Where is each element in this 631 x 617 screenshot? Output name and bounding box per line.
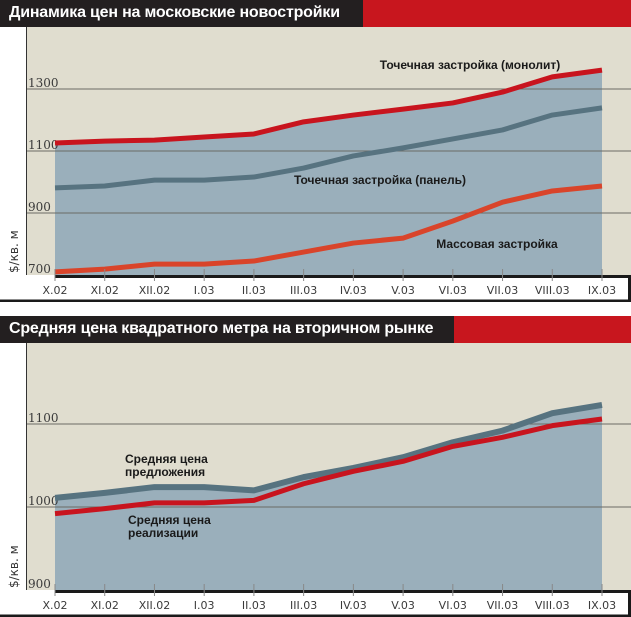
chart-1-y-axis-label: $/кв. м	[7, 230, 21, 273]
chart-2-x-axis-band	[26, 590, 631, 615]
chart-1-ytick-label: 1300	[28, 76, 59, 90]
chart-2-x-tick-label: V.03	[391, 599, 415, 612]
chart-1-x-tick-label: XII.02	[139, 284, 171, 297]
chart-2-x-tick-label: VII.03	[487, 599, 519, 612]
chart-2-x-tick-label: XII.02	[139, 599, 171, 612]
chart-2-title-box: Средняя цена квадратного метра на вторич…	[0, 316, 454, 343]
chart-1-ytick-label: 1100	[28, 138, 59, 152]
chart-1-x-tick-label: X.02	[42, 284, 67, 297]
chart-1-x-tick-label: VIII.03	[535, 284, 570, 297]
chart-2-series-annotation: предложения	[125, 465, 205, 479]
chart-1-ytick-label: 700	[28, 262, 51, 276]
chart-2-ytick-label: 900	[28, 577, 51, 591]
chart-2-series-annotation: реализации	[128, 526, 198, 540]
chart-1-x-tick-label: VII.03	[487, 284, 519, 297]
chart-2-series-line-1	[54, 401, 603, 501]
chart-1-x-tick-label: V.03	[391, 284, 415, 297]
chart-2-x-tick-label: VIII.03	[535, 599, 570, 612]
chart-1-x-tick-label: I.03	[194, 284, 215, 297]
chart-2-panel: Средняя цена квадратного метра на вторич…	[0, 316, 631, 617]
chart-1-series-line-1	[54, 67, 603, 146]
chart-2-series-annotation: Средняя цена	[125, 452, 208, 466]
chart-2-series-annotation: Средняя цена	[128, 513, 211, 527]
chart-1-series-annotation: Точечная застройка (монолит)	[380, 58, 560, 72]
chart-2-area-fill	[55, 404, 602, 590]
chart-2-x-tick-label: II.03	[242, 599, 266, 612]
chart-1-plot: 700 900 1100 1300 $/кв. м X.02 XI.02 XII.02 I.03…	[0, 27, 631, 302]
chart-1-series-annotation: Массовая застройка	[436, 237, 558, 251]
chart-1-x-tick-label: VI.03	[439, 284, 467, 297]
chart-2-x-tick-label: XI.02	[91, 599, 119, 612]
chart-1-title: Динамика цен на московские новостройки	[9, 4, 340, 21]
chart-1-series-line-2	[54, 105, 603, 191]
chart-1-x-tick-label: III.03	[290, 284, 317, 297]
chart-1-x-tick-label: IX.03	[588, 284, 616, 297]
chart-2-x-tick-label: X.02	[42, 599, 67, 612]
chart-2-x-tick-label: I.03	[194, 599, 215, 612]
chart-2-header: Средняя цена квадратного метра на вторич…	[0, 316, 631, 343]
chart-2-ytick-label: 1100	[28, 411, 59, 425]
chart-1-series-line-3	[54, 183, 603, 275]
chart-2-title: Средняя цена квадратного метра на вторич…	[9, 320, 434, 337]
chart-1-x-axis-band	[26, 275, 631, 300]
chart-1-series-annotation: Точечная застройка (панель)	[294, 173, 466, 187]
chart-2-x-tick-label: IX.03	[588, 599, 616, 612]
chart-1-title-box: Динамика цен на московские новостройки	[0, 0, 363, 27]
chart-2-ytick-label: 1000	[28, 494, 59, 508]
chart-2-plot: 900 1000 1100 $/кв. м X.02 XI.02 XII.02 I.03 II.…	[0, 343, 631, 617]
chart-1-x-tick-label: IV.03	[340, 284, 367, 297]
chart-1-area-fill	[55, 70, 602, 275]
chart-2-series-line-2	[54, 416, 603, 517]
chart-2-x-tick-label: III.03	[290, 599, 317, 612]
chart-2-x-tick-label: IV.03	[340, 599, 367, 612]
chart-1-ytick-label: 900	[28, 200, 51, 214]
chart-1-header: Динамика цен на московские новостройки	[0, 0, 631, 27]
chart-1-panel: Динамика цен на московские новостройки 7…	[0, 0, 631, 302]
chart-1-x-tick-label: II.03	[242, 284, 266, 297]
chart-2-y-axis-label: $/кв. м	[7, 545, 21, 588]
chart-2-x-tick-label: VI.03	[439, 599, 467, 612]
chart-1-x-tick-label: XI.02	[91, 284, 119, 297]
